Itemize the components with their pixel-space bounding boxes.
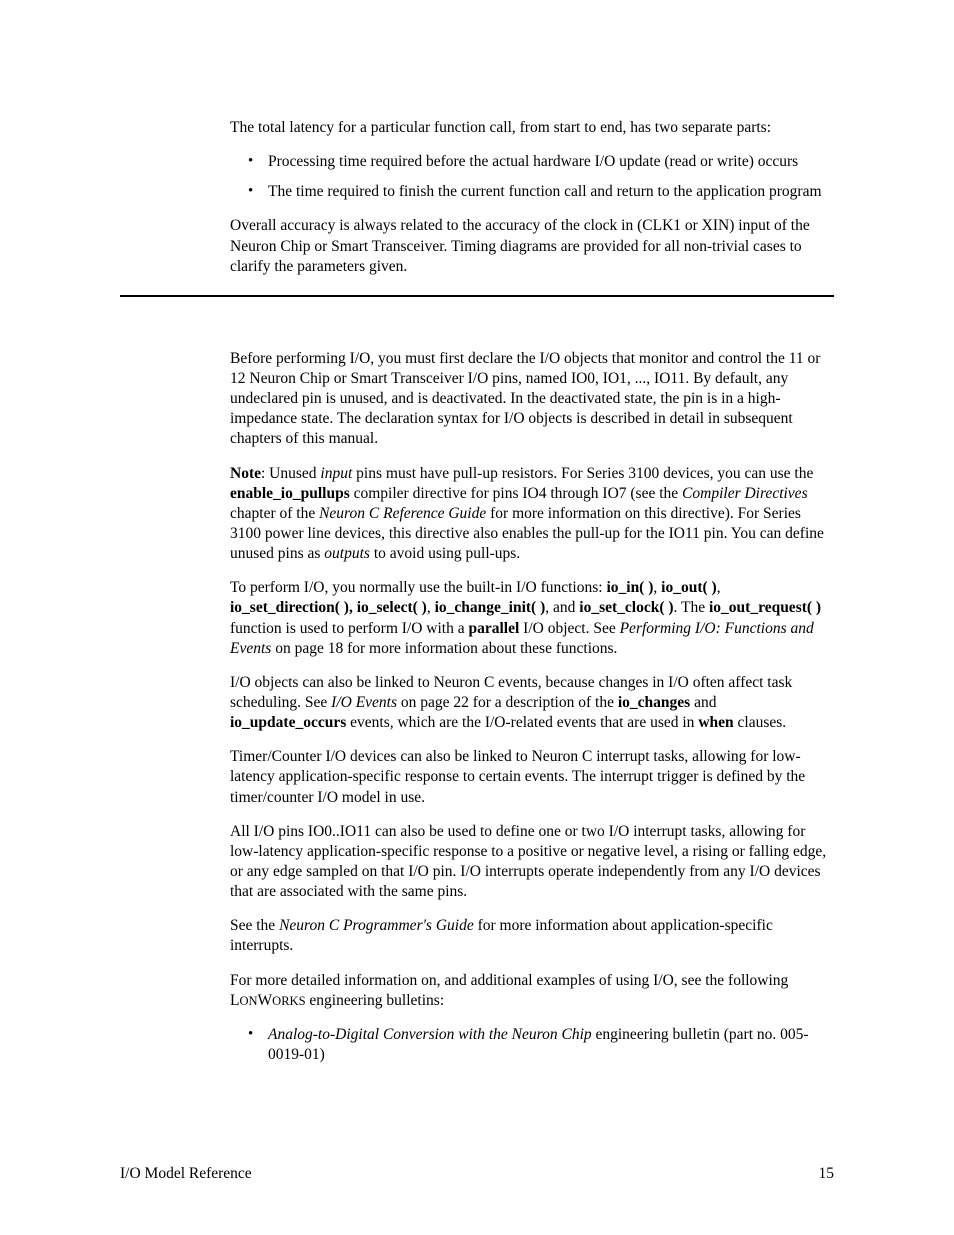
function-name: io_in( ) [606,579,653,596]
section1-conclusion: Overall accuracy is always related to th… [230,216,834,276]
section2-p7: See the Neuron C Programmer's Guide for … [230,916,834,956]
page-content: The total latency for a particular funct… [230,118,834,1065]
page-footer: I/O Model Reference 15 [120,1165,834,1183]
section2-p6: All I/O pins IO0..IO11 can also be used … [230,822,834,903]
smallcaps-text: ON [239,994,257,1008]
section-divider [120,295,834,297]
section2-p4: I/O objects can also be linked to Neuron… [230,673,834,733]
text: , [653,579,661,596]
list-item: The time required to finish the current … [230,182,834,202]
text: See the [230,917,279,934]
section2-p5: Timer/Counter I/O devices can also be li… [230,747,834,807]
text: . The [674,599,709,616]
text: function is used to perform I/O with a [230,620,468,637]
smallcaps-text: ORKS [272,994,305,1008]
function-name: io_out( ) [661,579,717,596]
keyword-bold: parallel [468,620,519,637]
section1-intro: The total latency for a particular funct… [230,118,834,138]
function-name: enable_io_pullups [230,485,350,502]
text: and [690,694,716,711]
reference-italic: Neuron C Programmer's Guide [279,917,474,934]
text: W [258,992,273,1009]
reference-italic: Analog-to-Digital Conversion with the Ne… [268,1026,592,1043]
event-name: io_changes [618,694,690,711]
section2-p1: Before performing I/O, you must first de… [230,349,834,450]
list-item: Analog-to-Digital Conversion with the Ne… [230,1025,834,1065]
text: compiler directive for pins IO4 through … [350,485,682,502]
text: clauses. [734,714,787,731]
footer-title: I/O Model Reference [120,1165,252,1183]
text: , and [545,599,579,616]
function-name: io_set_direction( ), io_select( ) [230,599,427,616]
text: events, which are the I/O-related events… [346,714,698,731]
text: engineering bulletins: [306,992,445,1009]
page-number: 15 [819,1165,835,1183]
text: To perform I/O, you normally use the bui… [230,579,606,596]
section2-list: Analog-to-Digital Conversion with the Ne… [230,1025,834,1065]
section2-p3: To perform I/O, you normally use the bui… [230,578,834,659]
text: : Unused [261,465,320,482]
text: , [427,599,435,616]
section2-p2: Note: Unused input pins must have pull-u… [230,464,834,565]
text: , [717,579,721,596]
text: to avoid using pull-ups. [370,545,520,562]
text-italic: outputs [324,545,370,562]
note-label: Note [230,465,261,482]
section1-list: Processing time required before the actu… [230,152,834,202]
function-name: io_set_clock( ) [579,599,673,616]
text: pins must have pull-up resistors. For Se… [352,465,813,482]
text: chapter of the [230,505,319,522]
text: on page 18 for more information about th… [271,640,617,657]
text-italic: input [320,465,352,482]
reference-italic: Compiler Directives [682,485,808,502]
event-name: io_update_occurs [230,714,346,731]
text: I/O object. See [519,620,619,637]
keyword-bold: when [698,714,733,731]
reference-italic: I/O Events [331,694,397,711]
function-name: io_change_init( ) [435,599,546,616]
section2-p8: For more detailed information on, and ad… [230,971,834,1011]
text: on page 22 for a description of the [397,694,618,711]
function-name: io_out_request( ) [709,599,821,616]
reference-italic: Neuron C Reference Guide [319,505,486,522]
list-item: Processing time required before the actu… [230,152,834,172]
